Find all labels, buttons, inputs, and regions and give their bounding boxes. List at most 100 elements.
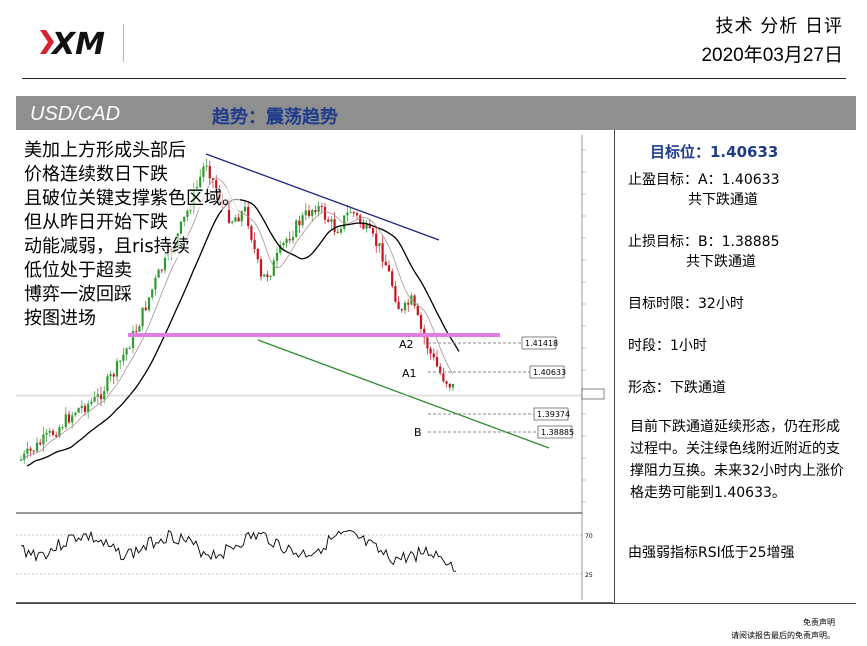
header-rule (22, 78, 846, 79)
candle-body (42, 434, 45, 445)
candle-body (99, 394, 103, 400)
candle-body (272, 260, 275, 277)
candle-body (125, 348, 128, 355)
candle-body (336, 231, 339, 233)
candle-body (74, 412, 77, 416)
candle-body (138, 326, 141, 332)
upper-channel-line (205, 153, 440, 241)
rsi-level-25: 25 (585, 572, 593, 579)
candle-body (55, 434, 58, 437)
candle-body (131, 331, 135, 348)
candle-body (330, 219, 333, 222)
candle-body (186, 210, 189, 217)
candle-body (394, 286, 397, 302)
price-box-a2: 1.41418 (525, 339, 558, 348)
candle-body (237, 217, 240, 222)
candle-body (311, 209, 314, 217)
candle-body (147, 297, 151, 311)
candle-body (355, 213, 359, 216)
candle-body (359, 215, 362, 224)
candle-body (314, 209, 317, 213)
candle-body (77, 408, 80, 413)
candle-body (426, 337, 429, 349)
title-bar (16, 96, 856, 130)
candle-body (387, 265, 391, 272)
candle-body (413, 295, 416, 306)
chart-note-8: 按图进场 (24, 308, 96, 330)
chart-note-1: 美加上方形成头部后 (24, 140, 186, 162)
candle-body (343, 215, 346, 229)
candle-body (407, 302, 410, 305)
candle-body (23, 453, 26, 460)
candle-body (439, 366, 442, 374)
candle-body (298, 220, 301, 226)
candle-body (269, 276, 272, 278)
candle-body (119, 360, 122, 362)
candle-body (333, 219, 336, 232)
candle-body (250, 225, 253, 240)
candle-body (144, 307, 147, 311)
candle-body (429, 348, 432, 354)
xm-logo: XM (38, 22, 122, 62)
target-price: 目标位：1.40633 (650, 143, 779, 161)
candle-body (349, 212, 352, 214)
label-b: B (414, 426, 422, 439)
candle-body (189, 209, 192, 211)
price-box-a1: 1.40633 (533, 368, 566, 377)
candle-body (64, 414, 67, 428)
rsi-level-70: 70 (585, 533, 593, 540)
candle-body (26, 448, 29, 454)
candle-body (279, 245, 282, 253)
candle-body (327, 219, 330, 222)
candle-body (400, 309, 403, 311)
candle-body (243, 206, 247, 212)
candle-body (96, 394, 99, 398)
candle-body (48, 430, 51, 433)
candle-body (128, 347, 131, 349)
analysis-description: 目前下跌通道延续形态，仍在形成过程中。关注绿色线附近附近的支撑阻力互换。未来32… (630, 419, 844, 501)
time-period: 时段：1小时 (628, 338, 707, 354)
report-date: 2020年03月27日 (701, 45, 843, 66)
candle-body (112, 374, 115, 377)
panel-divider (614, 130, 615, 603)
candle-body (403, 302, 407, 311)
candle-body (39, 442, 42, 445)
chart-note-5: 动能减弱，且ris持续 (24, 236, 190, 258)
candle-body (448, 383, 451, 388)
candle-body (285, 239, 288, 244)
chart-note-2: 价格连续数日下跌 (24, 164, 168, 186)
candle-body (352, 212, 355, 214)
candle-body (384, 261, 387, 266)
candle-body (93, 397, 96, 402)
take-profit-line1: 止盈目标：A：1.40633 (628, 172, 780, 188)
candle-body (375, 233, 378, 246)
candle-body (263, 274, 266, 277)
svg-text:XM: XM (50, 27, 105, 62)
candle-body (58, 427, 61, 437)
price-axis (582, 149, 586, 503)
chart-note-7: 博弈一波回踩 (24, 284, 132, 306)
chart-note-3: 且破位关键支撑紫色区域。 (24, 188, 240, 210)
candle-body (35, 442, 39, 452)
moving-average (26, 198, 460, 467)
candle-body (371, 228, 375, 234)
candle-body (442, 373, 445, 382)
candle-body (208, 165, 211, 179)
candle-body (362, 223, 365, 229)
take-profit-line2: 共下跌通道 (688, 192, 758, 208)
candle-body (151, 289, 154, 298)
candle-body (288, 239, 291, 241)
rsi-line (20, 529, 457, 572)
candle-body (51, 430, 55, 435)
candle-body (211, 178, 215, 181)
candle-body (141, 307, 144, 327)
label-a1: A1 (402, 367, 417, 380)
candle-body (432, 353, 435, 358)
candle-body (160, 269, 163, 271)
candle-body (183, 216, 186, 222)
candle-body (368, 223, 371, 229)
candle-body (202, 166, 205, 177)
candle-body (307, 210, 311, 217)
candle-body (67, 414, 71, 423)
candle-body (61, 427, 64, 429)
